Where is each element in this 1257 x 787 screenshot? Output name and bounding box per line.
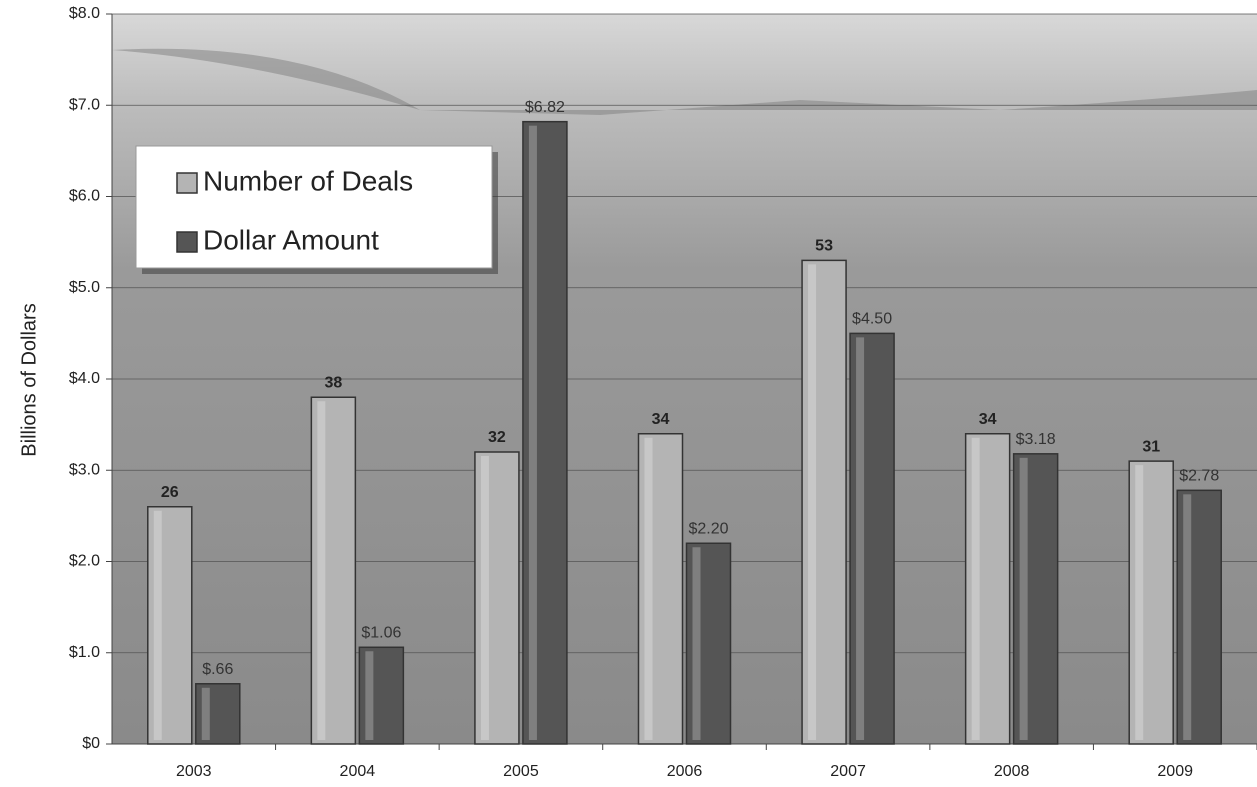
bar <box>474 451 520 745</box>
data-label: 34 <box>979 411 997 428</box>
bar-highlight <box>644 437 653 740</box>
bar <box>637 433 684 745</box>
bar <box>195 683 241 745</box>
y-axis-title: Billions of Dollars <box>18 303 40 456</box>
bar <box>685 542 732 745</box>
bar-highlight <box>365 651 374 740</box>
bar <box>964 433 1011 745</box>
bar <box>358 646 405 745</box>
bar-highlight <box>317 401 326 740</box>
bar-highlight <box>528 125 537 741</box>
data-label: 32 <box>488 429 506 446</box>
y-tick-label: $8.0 <box>69 5 100 22</box>
x-tick-label: 2008 <box>994 763 1030 780</box>
bar <box>1176 489 1222 745</box>
data-label: $1.06 <box>361 624 401 641</box>
bar-highlight <box>201 687 210 740</box>
legend-swatch <box>176 231 198 253</box>
bar-highlight <box>808 264 817 740</box>
legend-label: Dollar Amount <box>203 224 379 255</box>
bar-highlight <box>971 437 980 740</box>
y-tick-label: $7.0 <box>69 96 100 113</box>
x-tick-label: 2005 <box>503 763 539 780</box>
data-label: $.66 <box>202 661 233 678</box>
data-label: $4.50 <box>852 311 892 328</box>
mountains <box>112 48 1257 115</box>
x-tick-label: 2006 <box>667 763 703 780</box>
y-tick-label: $4.0 <box>69 370 100 387</box>
y-tick-label: $0 <box>82 735 100 752</box>
y-tick-label: $6.0 <box>69 188 100 205</box>
data-label: $2.78 <box>1179 468 1219 485</box>
data-label: 31 <box>1142 438 1160 455</box>
bar <box>801 259 847 745</box>
data-label: 53 <box>815 238 833 255</box>
bar-highlight <box>1183 494 1192 740</box>
bar <box>147 506 193 745</box>
data-label: 26 <box>161 484 179 501</box>
bar-highlight <box>692 547 701 740</box>
bar-highlight <box>480 456 489 740</box>
data-label: $3.18 <box>1016 431 1056 448</box>
bar-highlight <box>856 337 865 740</box>
x-tick-label: 2004 <box>340 763 376 780</box>
legend-swatch <box>176 172 198 194</box>
data-label: $6.82 <box>525 99 565 116</box>
legend-label: Number of Deals <box>203 165 413 196</box>
x-tick-label: 2007 <box>830 763 866 780</box>
x-tick-label: 2009 <box>1157 763 1193 780</box>
bar <box>849 332 895 745</box>
bar <box>1012 453 1059 745</box>
data-label: $2.20 <box>688 520 728 537</box>
bar <box>522 120 568 745</box>
bar-highlight <box>1135 465 1144 740</box>
bar <box>310 396 357 745</box>
x-tick-label: 2003 <box>176 763 212 780</box>
y-tick-label: $2.0 <box>69 553 100 570</box>
bar-highlight <box>153 510 162 740</box>
y-tick-label: $3.0 <box>69 461 100 478</box>
bar <box>1128 460 1174 745</box>
data-label: 34 <box>652 411 670 428</box>
y-tick-label: $5.0 <box>69 279 100 296</box>
bar-highlight <box>1019 457 1028 740</box>
data-label: 38 <box>324 374 342 391</box>
y-tick-label: $1.0 <box>69 644 100 661</box>
